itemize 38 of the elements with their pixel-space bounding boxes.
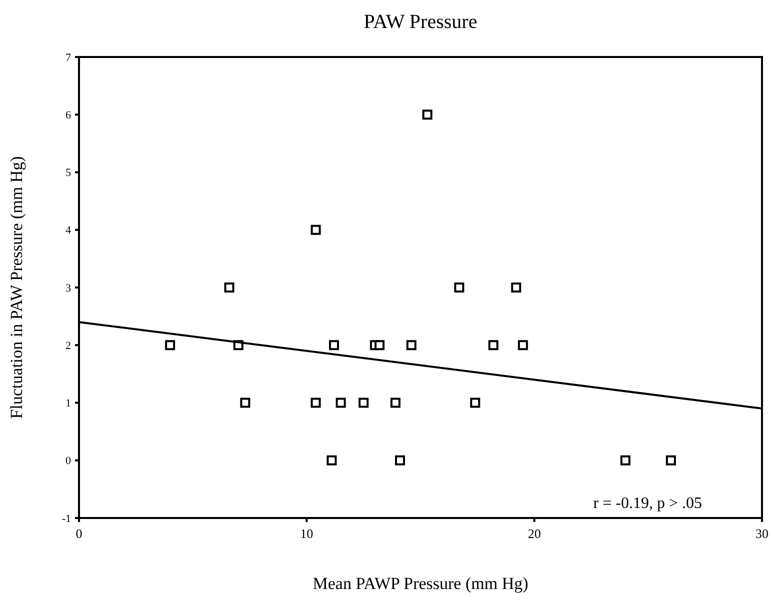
x-tick-label: 0: [76, 526, 82, 541]
y-tick-label: 3: [66, 282, 72, 294]
y-tick-label: 7: [66, 52, 72, 64]
y-tick-label: -1: [62, 512, 71, 525]
point: [422, 110, 432, 120]
point: [374, 340, 385, 350]
point: [310, 224, 321, 235]
y-tick-label: 5: [66, 167, 72, 180]
point: [240, 398, 250, 408]
y-tick-label: 4: [66, 224, 72, 237]
point: [620, 455, 630, 466]
y-axis-title: Fluctuation in PAW Pressure (mm Hg): [7, 156, 26, 419]
point: [511, 282, 522, 292]
y-tick-label: 1: [66, 398, 71, 410]
point: [336, 398, 346, 408]
point: [395, 455, 406, 466]
point: [390, 398, 400, 408]
point: [358, 398, 369, 408]
point: [328, 340, 339, 350]
y-tick-label: 6: [66, 109, 72, 122]
annotation: r = -0.19, p > .05: [593, 495, 702, 512]
point: [326, 455, 337, 466]
point: [165, 340, 176, 350]
point: [470, 398, 480, 408]
chart-title: PAW Pressure: [364, 11, 478, 33]
x-axis-title: Mean PAWP Pressure (mm Hg): [312, 574, 528, 593]
point: [224, 282, 234, 292]
x-tick-label: 30: [756, 526, 768, 541]
y-tick-label: 0: [66, 455, 72, 468]
point: [666, 455, 676, 466]
point: [454, 282, 464, 292]
y-tick-label: 2: [66, 340, 71, 352]
point: [406, 340, 416, 350]
x-tick-label: 20: [528, 526, 541, 541]
x-tick-label: 10: [300, 526, 314, 541]
point: [518, 340, 528, 350]
point: [310, 398, 321, 408]
point: [488, 340, 498, 350]
